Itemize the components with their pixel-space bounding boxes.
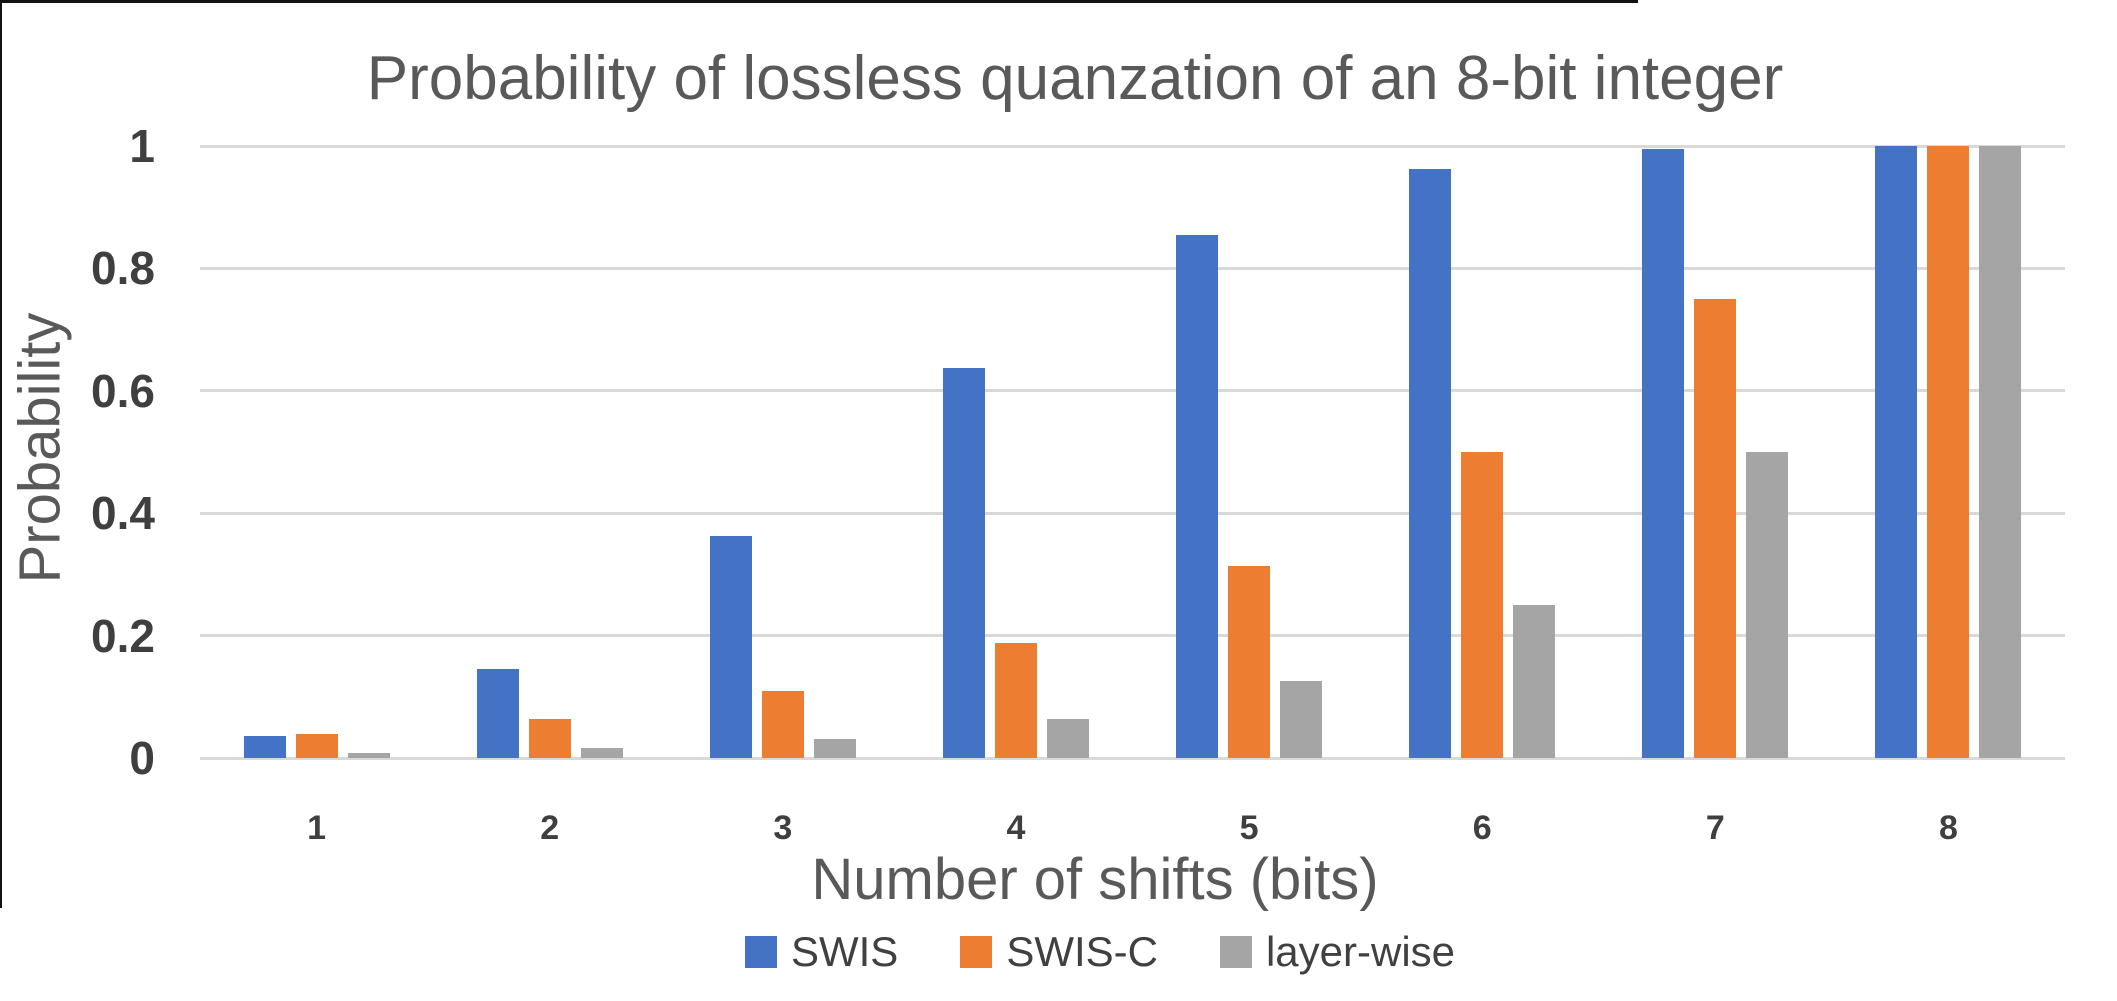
legend-swatch-swis-c: [960, 936, 993, 968]
bar-group-7: [1599, 146, 1832, 758]
bar-group-8: [1832, 146, 2065, 758]
x-tick-label-2: 2: [540, 809, 560, 847]
gridline-y-0.8: [200, 266, 2065, 270]
bar-layer-wise-x4: [1046, 719, 1089, 758]
legend-item-swis-c: SWIS-C: [960, 928, 1158, 976]
bar-layer-wise-x3: [813, 739, 856, 758]
bar-swis-x7: [1642, 149, 1685, 758]
bar-layer-wise-x1: [347, 753, 390, 758]
x-axis-ticks: 1 2 3 4 5 6 7 8: [200, 806, 2065, 850]
legend: SWIS SWIS-C layer-wise: [200, 928, 2000, 976]
y-axis-title-text: Probability: [7, 312, 73, 584]
bar-swis-x4: [942, 368, 985, 758]
bar-swis-x6: [1409, 169, 1452, 758]
bar-swis-c-x7: [1694, 299, 1737, 758]
bar-swis-c-x3: [761, 691, 804, 758]
y-tick-label: 0.6: [91, 364, 155, 417]
plot-area: [200, 144, 2065, 760]
x-tick-label-7: 7: [1705, 809, 1725, 847]
x-tick-label-3: 3: [773, 809, 793, 847]
y-tick-label: 0.8: [91, 242, 155, 295]
bar-swis-x8: [1875, 146, 1918, 758]
bar-layer-wise-x2: [580, 748, 623, 758]
x-tick-label-5: 5: [1239, 809, 1259, 847]
x-tick-label-6: 6: [1472, 809, 1492, 847]
y-tick-label: 0.2: [91, 609, 155, 662]
legend-label-swis: SWIS: [790, 928, 899, 975]
bar-swis-c-x6: [1461, 452, 1504, 758]
x-tick-label-4: 4: [1006, 809, 1026, 847]
gridline-y-0.2: [200, 634, 2065, 638]
bar-group-4: [899, 146, 1132, 758]
bar-swis-x1: [243, 736, 286, 758]
bar-layer-wise-x7: [1746, 452, 1789, 758]
chart-title: Probability of lossless quanzation of an…: [366, 44, 1784, 113]
legend-item-swis: SWIS: [744, 928, 899, 976]
bar-swis-x5: [1176, 235, 1219, 758]
bar-group-6: [1366, 146, 1599, 758]
bar-swis-c-x5: [1228, 566, 1271, 758]
y-tick-label: 0: [129, 732, 155, 784]
x-tick-label-1: 1: [307, 809, 327, 847]
bar-swis-c-x1: [295, 734, 338, 758]
gridline-y-0.4: [200, 511, 2065, 515]
frame-border-left: [0, 0, 2, 908]
gridline-y-1: [200, 144, 2065, 148]
gridline-y-0: [200, 756, 2065, 760]
bar-swis-x2: [476, 669, 519, 758]
legend-swatch-swis: [744, 936, 777, 968]
bar-swis-c-x2: [528, 719, 571, 758]
legend-item-layer-wise: layer-wise: [1219, 928, 1456, 976]
legend-label-swis-c: SWIS-C: [1006, 928, 1158, 975]
x-tick-label-8: 8: [1938, 809, 1958, 847]
bar-group-3: [666, 146, 899, 758]
bar-group-1: [200, 146, 433, 758]
bar-layer-wise-x5: [1280, 681, 1323, 758]
bar-group-2: [433, 146, 666, 758]
bars-layer: [200, 146, 2065, 758]
bar-group-5: [1133, 146, 1366, 758]
bar-layer-wise-x6: [1513, 605, 1556, 758]
bar-layer-wise-x8: [1979, 146, 2022, 758]
gridline-y-0.6: [200, 389, 2065, 393]
legend-swatch-layer-wise: [1219, 936, 1252, 968]
legend-label-layer-wise: layer-wise: [1265, 928, 1456, 975]
bar-swis-c-x8: [1927, 146, 1970, 758]
x-axis-title: Number of shifts (bits): [811, 847, 1379, 912]
bar-swis-x3: [709, 536, 752, 758]
y-tick-label: 1: [129, 120, 155, 172]
y-tick-label: 0.4: [91, 487, 155, 540]
frame-border-top: [0, 0, 1638, 3]
bar-swis-c-x4: [994, 643, 1037, 758]
